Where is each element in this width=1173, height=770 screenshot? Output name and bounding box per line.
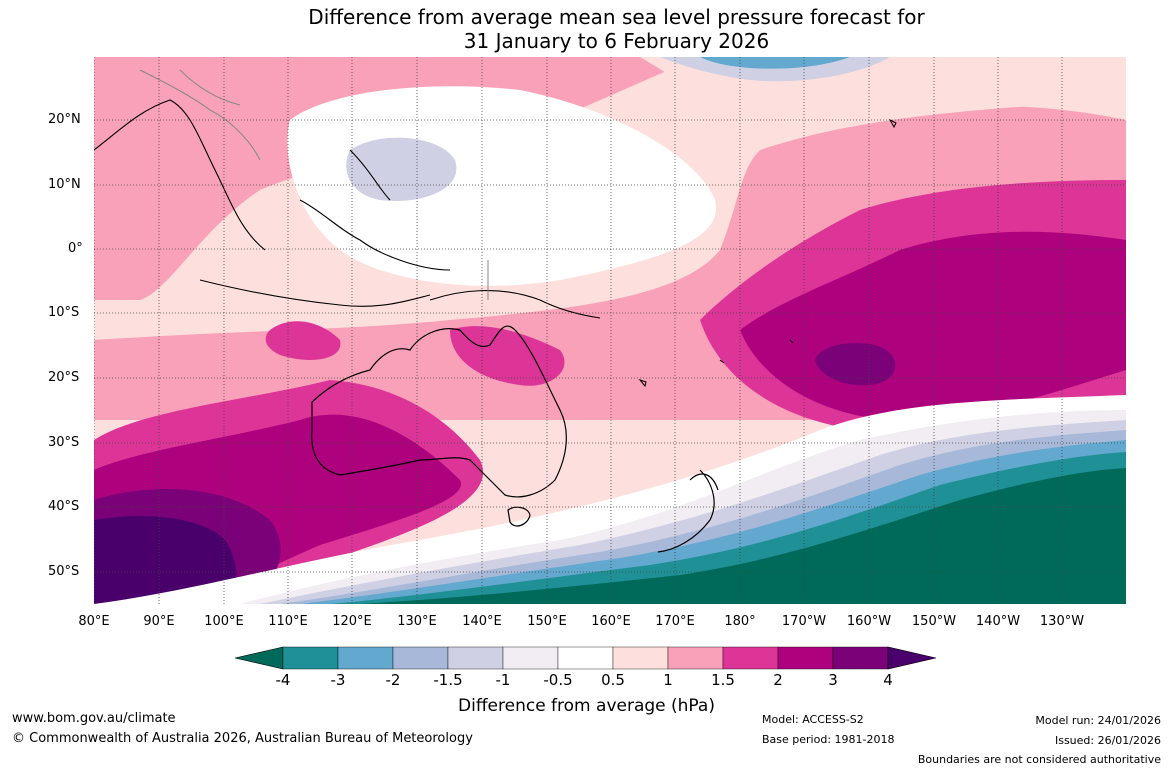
lat-label-0: 0° bbox=[68, 241, 83, 256]
lon-label-160e: 160°E bbox=[591, 614, 631, 629]
lat-gridlines bbox=[94, 119, 1126, 573]
cbar-label-m2: -2 bbox=[385, 671, 401, 689]
map-title: Difference from average mean sea level p… bbox=[0, 5, 1173, 53]
cbar-label-4: 4 bbox=[883, 671, 893, 689]
lon-gridlines bbox=[94, 57, 1063, 604]
lon-label-140w: 140°W bbox=[975, 614, 1021, 629]
title-line-2: 31 January to 6 February 2026 bbox=[463, 29, 770, 53]
cbar-label-m4: -4 bbox=[275, 671, 291, 689]
lat-label-20n: 20°N bbox=[48, 112, 81, 127]
band-neutral-north bbox=[287, 86, 717, 286]
lon-label-80e: 80°E bbox=[78, 614, 110, 629]
australia-outline bbox=[311, 325, 567, 498]
colorbar-segment bbox=[557, 646, 614, 670]
lon-label-90e: 90°E bbox=[143, 614, 175, 629]
lon-label-140e: 140°E bbox=[462, 614, 502, 629]
lon-label-170e: 170°E bbox=[655, 614, 695, 629]
lat-label-50s: 50°S bbox=[48, 564, 80, 579]
lon-label-150e: 150°E bbox=[527, 614, 567, 629]
cbar-label-1: 1 bbox=[663, 671, 673, 689]
cbar-label-0p5: 0.5 bbox=[601, 671, 625, 689]
lat-label-10s: 10°S bbox=[48, 305, 80, 320]
colorbar-segment bbox=[447, 646, 504, 670]
colorbar-segment bbox=[502, 646, 559, 670]
lon-label-170w: 170°W bbox=[781, 614, 827, 629]
southeast-asia-outline bbox=[94, 99, 601, 319]
band-negative-north-core bbox=[700, 57, 850, 69]
colorbar-segment bbox=[667, 646, 724, 670]
colorbar-segment bbox=[612, 646, 669, 670]
website-link[interactable]: www.bom.gov.au/climate bbox=[12, 711, 176, 726]
colorbar-segment bbox=[282, 646, 339, 670]
copyright-text: © Commonwealth of Australia 2026, Austra… bbox=[12, 731, 473, 746]
lon-label-110e: 110°E bbox=[268, 614, 308, 629]
cbar-label-m1: -1 bbox=[495, 671, 511, 689]
cbar-label-2: 2 bbox=[773, 671, 783, 689]
band-2-3-australia bbox=[265, 321, 341, 360]
colorbar-segment bbox=[832, 646, 889, 670]
colorbar-segment bbox=[777, 646, 834, 670]
band-neg-4-south bbox=[360, 468, 1126, 604]
boundaries-disclaimer: Boundaries are not considered authoritat… bbox=[917, 753, 1161, 766]
lon-label-160w: 160°W bbox=[846, 614, 892, 629]
colorbar bbox=[234, 646, 937, 670]
anomaly-field bbox=[94, 57, 1126, 604]
cbar-label-1p5: 1.5 bbox=[711, 671, 735, 689]
lat-label-10n: 10°N bbox=[48, 177, 81, 192]
colorbar-arrow-low bbox=[234, 646, 284, 670]
band-2-3-north-australia bbox=[450, 326, 565, 386]
issued-date: Issued: 26/01/2026 bbox=[1054, 734, 1161, 747]
title-line-1: Difference from average mean sea level p… bbox=[308, 5, 925, 29]
pacific-islands bbox=[638, 118, 897, 388]
lon-label-120e: 120°E bbox=[332, 614, 372, 629]
tasmania-outline bbox=[507, 506, 531, 527]
cbar-label-3: 3 bbox=[828, 671, 838, 689]
lon-label-180: 180° bbox=[724, 614, 756, 629]
lon-label-100e: 100°E bbox=[204, 614, 244, 629]
new-zealand-outline bbox=[657, 469, 719, 553]
country-borders bbox=[139, 69, 489, 300]
lat-label-40s: 40°S bbox=[48, 499, 80, 514]
band-over-4-west bbox=[94, 516, 237, 604]
base-period: Base period: 1981-2018 bbox=[762, 733, 895, 746]
cbar-label-m1p5: -1.5 bbox=[433, 671, 463, 689]
model-run-date: Model run: 24/01/2026 bbox=[1035, 714, 1161, 727]
colorbar-segment bbox=[392, 646, 449, 670]
lat-label-30s: 30°S bbox=[48, 435, 80, 450]
colorbar-title: Difference from average (hPa) bbox=[458, 696, 715, 716]
colorbar-arrow-high bbox=[887, 646, 937, 670]
cbar-label-m0p5: -0.5 bbox=[543, 671, 573, 689]
colorbar-segment bbox=[337, 646, 394, 670]
lon-label-150w: 150°W bbox=[911, 614, 957, 629]
lon-label-130e: 130°E bbox=[397, 614, 437, 629]
model-name: Model: ACCESS-S2 bbox=[762, 713, 864, 726]
lon-label-130w: 130°W bbox=[1039, 614, 1085, 629]
cbar-label-m3: -3 bbox=[330, 671, 346, 689]
lat-label-20s: 20°S bbox=[48, 370, 80, 385]
colorbar-segment bbox=[722, 646, 779, 670]
band-3-4-east bbox=[815, 343, 896, 386]
